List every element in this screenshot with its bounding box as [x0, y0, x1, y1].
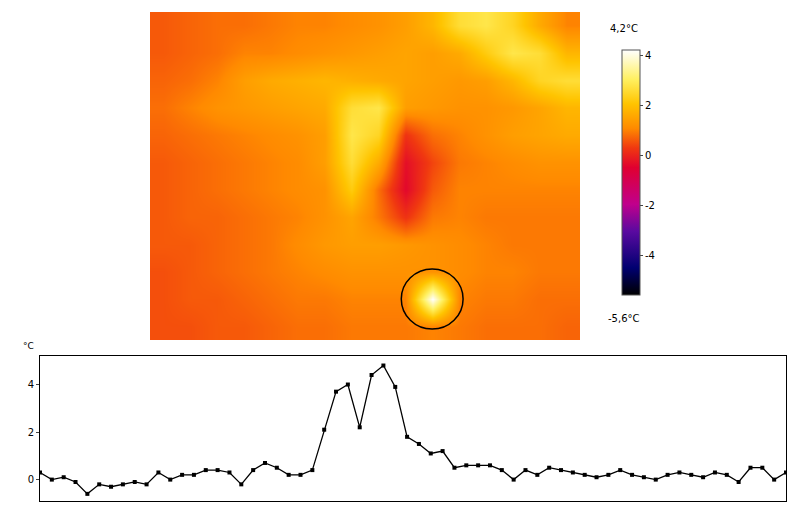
svg-text:0: 0 — [28, 474, 34, 485]
svg-text:4,2°C: 4,2°C — [610, 23, 638, 34]
svg-text:0: 0 — [645, 150, 651, 161]
svg-text:2: 2 — [28, 427, 34, 438]
svg-text:°C: °C — [23, 341, 34, 351]
svg-text:-5,6°C: -5,6°C — [608, 313, 640, 324]
svg-text:4: 4 — [645, 50, 651, 61]
svg-text:4: 4 — [28, 379, 34, 390]
svg-text:-2: -2 — [645, 200, 655, 211]
svg-text:-4: -4 — [645, 250, 655, 261]
svg-text:2: 2 — [645, 100, 651, 111]
